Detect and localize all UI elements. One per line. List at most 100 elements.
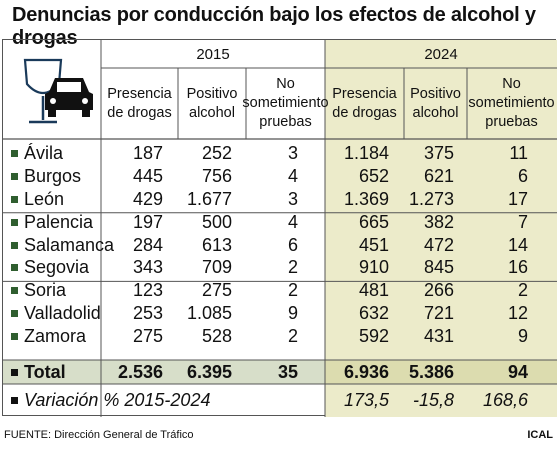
table-cells: 2015 2024 Presencia de drogas Positivo alco… [3, 40, 557, 417]
credit-label: ICAL [527, 429, 553, 441]
table-cell: 14 [507, 234, 528, 255]
highlight-2024-column [325, 40, 557, 417]
table-cell: 472 [423, 234, 454, 255]
table-cell: 17 [507, 188, 528, 209]
table-cell: 284 [132, 234, 163, 255]
table-row-label: Burgos [11, 165, 81, 188]
table-row-label: León [11, 188, 64, 211]
table-cell: 6.936 [343, 361, 389, 382]
header-no-pruebas-2024: No sometimiento pruebas [468, 76, 555, 130]
row-name-text: Burgos [24, 165, 82, 186]
page-title: Denuncias por conducción bajo los efecto… [12, 4, 536, 49]
data-table: 2015 2024 Presencia de drogas Positivo alco… [2, 39, 557, 417]
table-cell: 9 [287, 303, 298, 324]
table-cell: 431 [423, 326, 454, 347]
table-cell: 709 [201, 257, 232, 278]
header-drogas-2015: Presencia de drogas [107, 85, 172, 121]
table-cell: 187 [132, 142, 163, 163]
table-cell: 6.395 [186, 361, 232, 382]
table-cell: 2 [517, 280, 528, 301]
total-row-background [3, 360, 325, 384]
total-row-background-2024 [325, 360, 557, 384]
bullet-marker [11, 195, 18, 203]
variation-cell: -15,8 [412, 389, 454, 410]
table-cell: 266 [423, 280, 454, 301]
table-cell: 7 [517, 211, 528, 232]
table-cell: 94 [507, 361, 528, 382]
table-cell: 4 [287, 211, 298, 232]
table-cell: 9 [517, 326, 528, 347]
row-name-text: León [24, 188, 65, 209]
bullet-marker [11, 310, 18, 318]
table-cell: 445 [132, 165, 163, 186]
table-cell: 1.085 [186, 303, 232, 324]
table-cell: 123 [132, 280, 163, 301]
table-cell: 252 [201, 142, 232, 163]
bullet-marker [11, 172, 18, 180]
row-name-text: Palencia [24, 211, 94, 232]
table-row-label: Palencia [11, 211, 93, 234]
table-cell: 382 [423, 211, 454, 232]
table-cell: 6 [287, 234, 298, 255]
table-cell: 652 [358, 165, 389, 186]
table-cell: 2 [287, 257, 298, 278]
table-cell: 429 [132, 188, 163, 209]
table-cell: 35 [277, 361, 298, 382]
bullet-marker [11, 396, 18, 404]
table-cell: 1.677 [186, 188, 232, 209]
table-cell: 1.184 [343, 142, 389, 163]
bullet-marker [11, 241, 18, 249]
table-cell: 665 [358, 211, 389, 232]
row-name-text: Valladolid [24, 303, 101, 324]
row-name-text: Segovia [24, 257, 90, 278]
source-note: FUENTE: Dirección General de Tráfico [4, 429, 194, 441]
table-cell: 1.369 [343, 188, 389, 209]
header-alcohol-2024: Positivo alcohol [410, 85, 461, 121]
header-alcohol-2015: Positivo alcohol [186, 85, 238, 121]
table-cell: 5.386 [408, 361, 454, 382]
table-cell: 197 [132, 211, 163, 232]
row-name-text: Total [24, 361, 66, 382]
table-cell: 2.536 [117, 361, 163, 382]
table-cell: 2 [287, 326, 298, 347]
table-row-label: Segovia [11, 257, 89, 280]
table-cell: 481 [358, 280, 389, 301]
table-cell: 613 [201, 234, 232, 255]
row-name-text: Salamanca [24, 234, 115, 255]
year-label-2015: 2015 [196, 45, 230, 63]
table-cell: 632 [358, 303, 389, 324]
table-cell: 253 [132, 303, 163, 324]
header-no-pruebas-2015: No sometimiento pruebas [242, 76, 329, 130]
table-cell: 500 [201, 211, 232, 232]
table-cell: 1.273 [408, 188, 454, 209]
table-cell: 6 [517, 165, 528, 186]
table-cell: 528 [201, 326, 232, 347]
bullet-marker [11, 218, 18, 226]
table-cell: 621 [423, 165, 454, 186]
variation-cell: 173,5 [343, 389, 389, 410]
header-drogas-2024: Presencia de drogas [332, 85, 397, 121]
total-row-label: Total [11, 360, 66, 384]
car-icon [45, 78, 93, 117]
table-row-label: Soria [11, 279, 66, 302]
year-label-2024: 2024 [424, 45, 458, 63]
table-cell: 4 [287, 165, 298, 186]
row-name-text: Zamora [24, 326, 87, 347]
table-cell: 451 [358, 234, 389, 255]
table-cell: 16 [507, 257, 528, 278]
bullet-marker [11, 287, 18, 295]
table-cell: 375 [423, 142, 454, 163]
variation-row-label: Variación % 2015-2024 [11, 384, 210, 416]
table-row-label: Salamanca [11, 234, 114, 257]
table-row-label: Ávila [11, 142, 63, 165]
table-cell: 3 [287, 142, 298, 163]
table-cell: 756 [201, 165, 232, 186]
row-name-text: Ávila [24, 142, 64, 163]
table-cell: 2 [287, 280, 298, 301]
table-cell: 275 [201, 280, 232, 301]
table-cell: 12 [507, 303, 528, 324]
bullet-marker [11, 264, 18, 272]
table-row-label: Valladolid [11, 302, 101, 325]
table-cell: 845 [423, 257, 454, 278]
table-cell: 275 [132, 326, 163, 347]
